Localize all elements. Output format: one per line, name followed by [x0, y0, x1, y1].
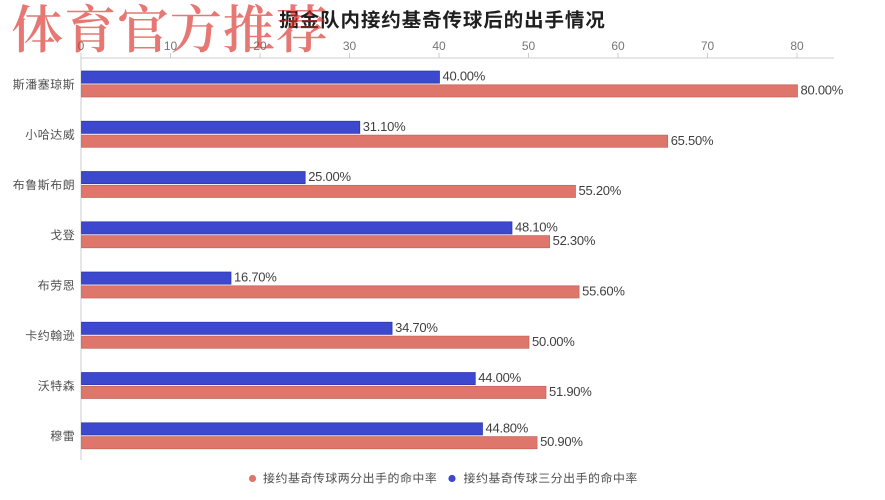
svg-text:80.00%: 80.00% — [801, 83, 844, 98]
svg-text:34.70%: 34.70% — [395, 320, 438, 335]
svg-text:0: 0 — [78, 39, 85, 53]
svg-text:51.90%: 51.90% — [549, 384, 592, 399]
svg-text:52.30%: 52.30% — [553, 233, 596, 248]
svg-text:48.10%: 48.10% — [515, 219, 558, 234]
svg-text:70: 70 — [701, 39, 715, 53]
svg-text:25.00%: 25.00% — [308, 169, 351, 184]
svg-text:40.00%: 40.00% — [443, 69, 486, 84]
svg-text:55.60%: 55.60% — [582, 284, 625, 299]
svg-text:16.70%: 16.70% — [234, 270, 277, 285]
svg-text:65.50%: 65.50% — [671, 133, 714, 148]
svg-text:50.00%: 50.00% — [532, 334, 575, 349]
svg-text:60: 60 — [611, 39, 625, 53]
svg-text:44.80%: 44.80% — [486, 420, 529, 435]
svg-text:50: 50 — [522, 39, 536, 53]
svg-text:30: 30 — [343, 39, 357, 53]
svg-text:40: 40 — [432, 39, 446, 53]
svg-text:31.10%: 31.10% — [363, 119, 406, 134]
svg-text:50.90%: 50.90% — [540, 434, 583, 449]
svg-text:80: 80 — [790, 39, 804, 53]
svg-text:10: 10 — [164, 39, 178, 53]
svg-text:44.00%: 44.00% — [478, 370, 521, 385]
svg-text:55.20%: 55.20% — [579, 183, 622, 198]
